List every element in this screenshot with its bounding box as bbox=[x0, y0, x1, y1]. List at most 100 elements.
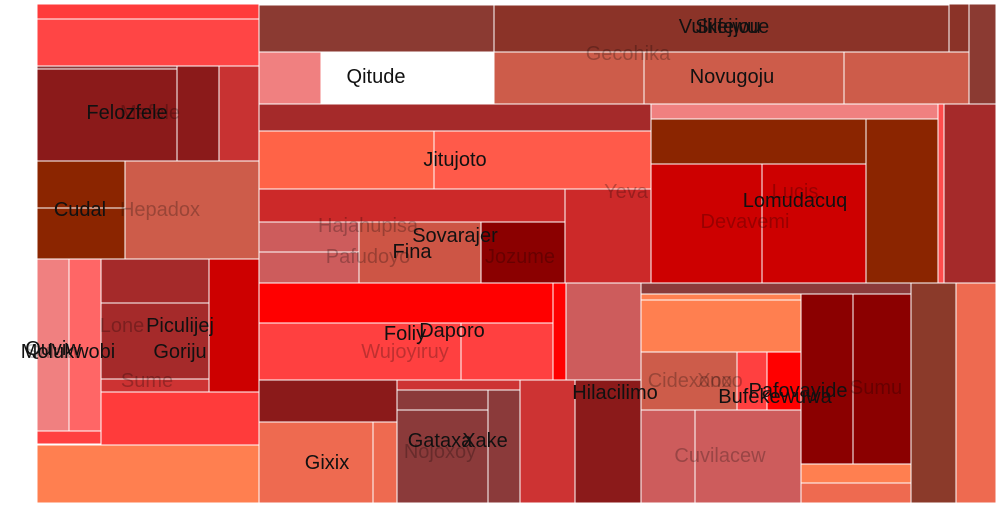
treemap-cell-n51 bbox=[396, 389, 489, 411]
treemap-label: Silfejou bbox=[695, 16, 761, 38]
treemap-cell-n26 bbox=[650, 163, 763, 284]
treemap-cell-n19 bbox=[258, 221, 360, 253]
treemap-label: Hepadox bbox=[120, 199, 200, 221]
treemap-cell-n10 bbox=[176, 65, 220, 162]
treemap-label: Mefele bbox=[120, 102, 180, 124]
treemap-label: Hilacilimo bbox=[572, 382, 658, 404]
treemap-cell-n67 bbox=[800, 463, 912, 484]
treemap-label: Cudal bbox=[54, 199, 106, 221]
treemap-cell-n45 bbox=[258, 379, 398, 423]
treemap-cell-n34 bbox=[100, 258, 210, 304]
treemap-cell-n61 bbox=[852, 293, 912, 465]
treemap-cell-n5b bbox=[968, 3, 997, 105]
treemap-cell-n18 bbox=[258, 188, 566, 223]
treemap-label: Gecohika bbox=[586, 43, 671, 65]
treemap-label: Sovarajer bbox=[412, 225, 498, 247]
treemap-cell-n31 bbox=[36, 258, 70, 443]
treemap-cell-n54 bbox=[565, 282, 642, 381]
treemap-cell-n48 bbox=[372, 421, 398, 504]
treemap-cell-n65 bbox=[736, 351, 768, 411]
treemap-cell-n55 bbox=[640, 282, 912, 295]
treemap-cell-n5 bbox=[258, 4, 495, 53]
treemap-cell-n62 bbox=[800, 482, 912, 504]
treemap-cell-n52 bbox=[519, 379, 576, 504]
treemap-label: Bufekewuwa bbox=[718, 386, 832, 408]
treemap-cell-n9 bbox=[36, 68, 178, 162]
treemap-cell-n40 bbox=[258, 282, 554, 324]
treemap-label: Lucis bbox=[772, 181, 819, 203]
treemap-cell-n23 bbox=[564, 188, 652, 284]
treemap-cell-n56 bbox=[640, 299, 802, 353]
treemap-cell-n35 bbox=[100, 302, 210, 380]
treemap-cell-n42 bbox=[460, 322, 554, 381]
treemap-label: Sumu bbox=[850, 377, 902, 399]
treemap-cell-n15 bbox=[36, 160, 126, 209]
treemap-label: Felozfele bbox=[86, 102, 167, 124]
treemap-label: Cuvilacew bbox=[674, 445, 766, 467]
treemap-cell-n50 bbox=[487, 389, 521, 504]
treemap-label: Lone bbox=[100, 315, 145, 337]
treemap-label: Gataxa bbox=[408, 430, 473, 452]
treemap-label: Hajahupisa bbox=[318, 215, 419, 237]
treemap-label: Pafudoyo bbox=[326, 246, 411, 268]
treemap-cell-n6b bbox=[948, 3, 970, 53]
treemap-cell-n32 bbox=[68, 258, 102, 432]
treemap-cell-n8c bbox=[843, 51, 970, 105]
treemap-cell-n41 bbox=[258, 322, 462, 381]
treemap-label: Wujoyiruy bbox=[361, 341, 448, 363]
treemap-label: Yeva bbox=[604, 181, 649, 203]
treemap-label: Nojoxoy bbox=[404, 441, 476, 463]
treemap-cell-n8 bbox=[493, 51, 645, 105]
treemap-label: Jozume bbox=[485, 246, 555, 268]
treemap-cell-n59 bbox=[640, 409, 696, 504]
treemap-cell-n21 bbox=[358, 221, 482, 284]
treemap-label: Xake bbox=[462, 430, 508, 452]
treemap-label: Fina bbox=[393, 241, 433, 263]
treemap-cell-n14 bbox=[433, 130, 652, 190]
treemap-label: Foliy bbox=[384, 323, 426, 345]
treemap-cell-n47 bbox=[258, 421, 374, 504]
treemap-cells bbox=[36, 3, 997, 504]
treemap-label: Gixix bbox=[305, 452, 349, 474]
treemap-cell-n63 bbox=[910, 282, 957, 504]
treemap-cell-n12 bbox=[258, 103, 652, 132]
treemap-labels: Felozfele Cudal Hepadox Jozume Yeva Lomudacuq… bbox=[21, 16, 902, 474]
treemap-cell-n33 bbox=[36, 430, 102, 445]
treemap-cell-n6 bbox=[493, 4, 950, 53]
treemap-cell-n46 bbox=[396, 379, 521, 391]
treemap-cell-n66 bbox=[640, 293, 802, 301]
treemap-cell-n57 bbox=[640, 351, 738, 411]
treemap-cell-n13 bbox=[258, 130, 435, 190]
treemap-label: Goriju bbox=[153, 341, 206, 363]
treemap-label: Novugoju bbox=[690, 66, 775, 88]
treemap-label: Devavemi bbox=[701, 211, 790, 233]
treemap-cell-n16 bbox=[36, 207, 126, 260]
treemap-label: Sume bbox=[121, 370, 173, 392]
treemap-cell-n17 bbox=[124, 160, 260, 260]
treemap-cell-n7 bbox=[258, 51, 322, 105]
treemap-label: Cidexono bbox=[648, 370, 733, 392]
treemap-cell-n60 bbox=[800, 293, 854, 465]
treemap-cell-n36 bbox=[208, 258, 260, 393]
treemap-cell-n25 bbox=[650, 118, 867, 165]
treemap-cell-n29 bbox=[937, 103, 945, 284]
treemap-label: Piculijej bbox=[146, 315, 214, 337]
treemap-cell-n30 bbox=[943, 103, 997, 284]
treemap-cell-n64 bbox=[955, 282, 997, 504]
treemap-cell-n27 bbox=[761, 163, 867, 284]
treemap-cell-n1 bbox=[36, 3, 260, 20]
treemap-cell-n24 bbox=[650, 103, 939, 120]
treemap-label: Pafovayide bbox=[749, 380, 848, 402]
treemap-label: Daporo bbox=[419, 320, 485, 342]
treemap-cell-n8b bbox=[643, 51, 845, 105]
treemap-label: Qitude bbox=[347, 66, 406, 88]
treemap-cell-n43 bbox=[552, 282, 567, 381]
treemap-label: Vulkejwue bbox=[679, 16, 769, 38]
treemap-cell-n53 bbox=[574, 379, 642, 504]
treemap-label: Quviw bbox=[25, 338, 81, 360]
treemap-label: Molukwobi bbox=[21, 341, 115, 363]
treemap-cell-n38 bbox=[100, 391, 260, 446]
treemap-label: Lomudacuq bbox=[743, 190, 848, 212]
treemap-label: Jitujoto bbox=[423, 149, 486, 171]
